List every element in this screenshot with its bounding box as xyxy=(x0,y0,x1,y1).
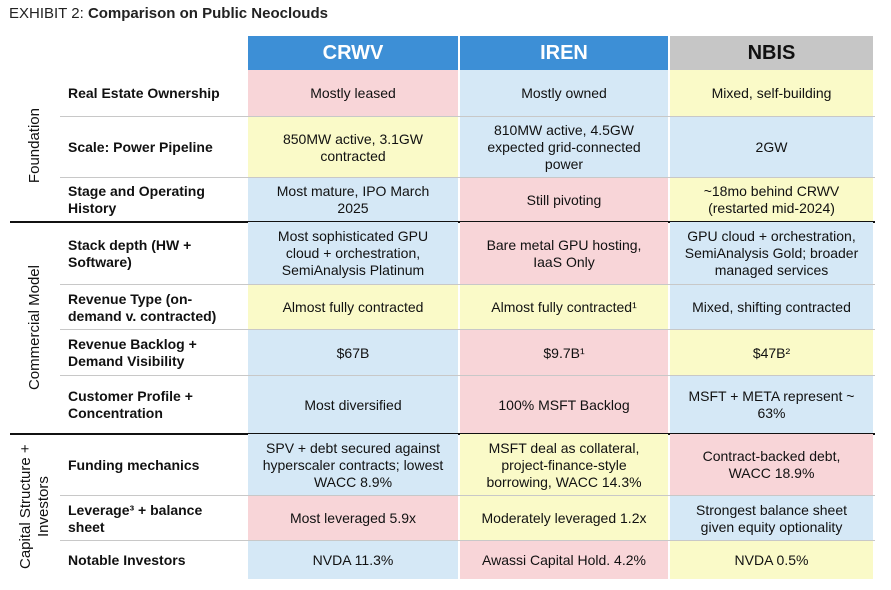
cell: 810MW active, 4.5GW expected grid-connec… xyxy=(460,117,668,178)
cell: 850MW active, 3.1GW contracted xyxy=(248,117,458,178)
row-label: Customer Profile + Concentration xyxy=(68,388,193,421)
cell: Almost fully contracted xyxy=(248,285,458,330)
row-label: Revenue Type (on-demand v. contracted) xyxy=(68,290,217,324)
cell: Awassi Capital Hold. 4.2% xyxy=(460,541,668,579)
cell: Strongest balance sheet given equity opt… xyxy=(670,496,873,541)
column-header: NBIS xyxy=(670,36,873,70)
cell: $67B xyxy=(248,330,458,376)
group-label-text: Commercial Model xyxy=(26,265,43,391)
cell: MSFT + META represent ~ 63% xyxy=(670,376,873,434)
cell: Mixed, shifting contracted xyxy=(670,285,873,330)
cell: ~18mo behind CRWV (restarted mid-2024) xyxy=(670,178,873,222)
cell: Most diversified xyxy=(248,376,458,434)
row-label: Revenue Backlog + Demand Visibility xyxy=(68,336,197,369)
row-divider xyxy=(60,177,875,178)
row-label: Scale: Power Pipeline xyxy=(68,139,213,155)
cell: Most leveraged 5.9x xyxy=(248,496,458,541)
row-divider xyxy=(60,540,875,541)
row-label: Real Estate Ownership xyxy=(68,85,220,101)
cell: Mixed, self-building xyxy=(670,70,873,117)
cell: Mostly owned xyxy=(460,70,668,117)
cell: Mostly leased xyxy=(248,70,458,117)
cell: Almost fully contracted¹ xyxy=(460,285,668,330)
group-label-text: Capital Structure + Investors xyxy=(17,444,52,569)
cell: Moderately leveraged 1.2x xyxy=(460,496,668,541)
exhibit-title: EXHIBIT 2: Comparison on Public Neocloud… xyxy=(9,5,328,22)
column-header: CRWV xyxy=(248,36,458,70)
row-label: Stack depth (HW + Software) xyxy=(68,236,192,270)
column-header: IREN xyxy=(460,36,668,70)
row-label: Notable Investors xyxy=(68,551,186,568)
cell: SPV + debt secured against hyperscaler c… xyxy=(248,434,458,496)
group-label: Capital Structure + Investors xyxy=(12,434,58,579)
row-label: Funding mechanics xyxy=(68,456,200,473)
cell: Still pivoting xyxy=(460,178,668,222)
cell: NVDA 11.3% xyxy=(248,541,458,579)
row-divider xyxy=(60,284,875,285)
cell: GPU cloud + orchestration, SemiAnalysis … xyxy=(670,222,873,285)
cell: MSFT deal as collateral, project-finance… xyxy=(460,434,668,496)
cell: $47B² xyxy=(670,330,873,376)
cell: $9.7B¹ xyxy=(460,330,668,376)
cell: 2GW xyxy=(670,117,873,178)
cell: Bare metal GPU hosting, IaaS Only xyxy=(460,222,668,285)
row-divider xyxy=(60,495,875,496)
cell: 100% MSFT Backlog xyxy=(460,376,668,434)
row-divider xyxy=(60,116,875,117)
group-label: Foundation xyxy=(12,70,58,222)
cell: Most mature, IPO March 2025 xyxy=(248,178,458,222)
title: Comparison on Public Neoclouds xyxy=(87,5,328,22)
group-label: Commercial Model xyxy=(12,222,58,434)
row-divider xyxy=(60,329,875,330)
row-label: Leverage³ + balance sheet xyxy=(68,501,203,535)
cell: Contract-backed debt, WACC 18.9% xyxy=(670,434,873,496)
row-label: Stage and Operating History xyxy=(68,183,205,216)
row-divider xyxy=(60,375,875,376)
cell: NVDA 0.5% xyxy=(670,541,873,579)
group-label-text: Foundation xyxy=(26,108,43,184)
cell: Most sophisticated GPU cloud + orchestra… xyxy=(248,222,458,285)
exhibit-label: EXHIBIT 2: xyxy=(9,5,84,22)
